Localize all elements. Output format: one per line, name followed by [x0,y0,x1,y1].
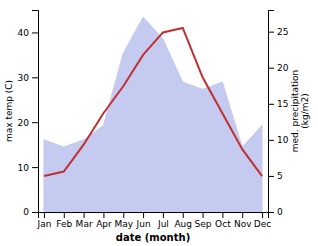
tick-label: Dec [254,219,271,229]
tick: Jun [136,212,151,229]
tick: 20 [18,118,38,128]
chart: Jan Feb MarAprMayJun Jul AugSepOctNovDec 0 10 2… [0,0,318,246]
title-line: med. precipitation [290,70,300,152]
tick: Nov [234,212,252,229]
tick-label: Apr [96,219,112,229]
tick-label: Mar [76,219,93,229]
tick-mark [242,212,243,218]
tick: 0 [23,207,38,217]
tick-mark [203,212,204,218]
tick: Sep [195,212,212,229]
tick: 25 [268,27,288,37]
tick-label: Aug [174,219,192,229]
tick-mark [103,212,104,218]
tick: Jul [157,212,169,229]
tick-label: 5 [277,171,283,181]
tick-mark [183,212,184,218]
tick-mark [32,77,38,78]
tick-mark [32,167,38,168]
axis-line [32,11,39,213]
tick-label: Oct [215,219,231,229]
tick-mark [268,140,274,141]
tick: Oct [215,212,231,229]
tick-mark [262,212,263,218]
tick: 40 [18,28,38,38]
tick-mark [123,212,124,218]
y-axis: 0 10 20 30 40 [18,11,39,218]
y2-axis: 0 5 10 15 20 25 [268,11,289,218]
tick-label: 10 [18,162,30,172]
tick-label: Jul [157,219,169,229]
tick-mark [44,212,45,218]
y2-axis-title: med. precipitation(kg/m2) [290,70,310,152]
tick: May [114,212,133,229]
tick-label: Feb [56,219,72,229]
tick: 5 [268,171,283,181]
tick-mark [163,212,164,218]
tick-label: 40 [18,28,30,38]
tick-label: May [114,219,133,229]
tick-label: 0 [23,207,29,217]
x-axis: Jan Feb MarAprMayJun Jul AugSepOctNovDec [37,212,272,229]
axis-line [39,213,269,219]
tick-mark [32,32,38,33]
tick-label: 15 [277,99,288,109]
tick: 10 [268,135,289,145]
tick: Aug [174,212,192,229]
tick-mark [222,212,223,218]
tick: 20 [268,63,289,73]
x-axis-title: date (month) [116,232,190,243]
tick: 15 [268,99,288,109]
tick-label: 20 [18,118,30,128]
tick-mark [268,32,274,33]
tick: 10 [18,162,38,172]
tick: Mar [76,212,93,229]
tick-label: Nov [234,219,252,229]
tick: Dec [254,212,271,229]
tick-mark [64,212,65,218]
tick-mark [32,212,38,213]
tick: 30 [18,73,38,83]
title-line: (kg/m2) [300,93,310,128]
tick-mark [268,176,274,177]
tick-label: 0 [277,207,283,217]
tick: Apr [96,212,112,229]
tick-mark [268,68,274,69]
tick-label: Sep [195,219,212,229]
plot: Jan Feb MarAprMayJun Jul AugSepOctNovDec 0 10 2… [18,11,289,230]
tick-label: Jun [136,219,151,229]
tick-mark [32,122,38,123]
line [44,28,262,176]
tick: 0 [268,207,283,217]
axis-line [269,11,275,213]
marks [44,17,262,212]
tick-mark [84,212,85,218]
area [44,17,262,212]
tick: Feb [56,212,72,229]
tick-mark [268,212,274,213]
tick-label: 30 [18,73,30,83]
tick-label: Jan [37,219,52,229]
tick-mark [268,104,274,105]
tick-mark [143,212,144,218]
y-axis-title: max temp (C) [4,80,14,142]
tick-label: 10 [277,135,289,145]
tick: Jan [37,212,52,229]
tick-label: 20 [277,63,289,73]
tick-label: 25 [277,27,288,37]
